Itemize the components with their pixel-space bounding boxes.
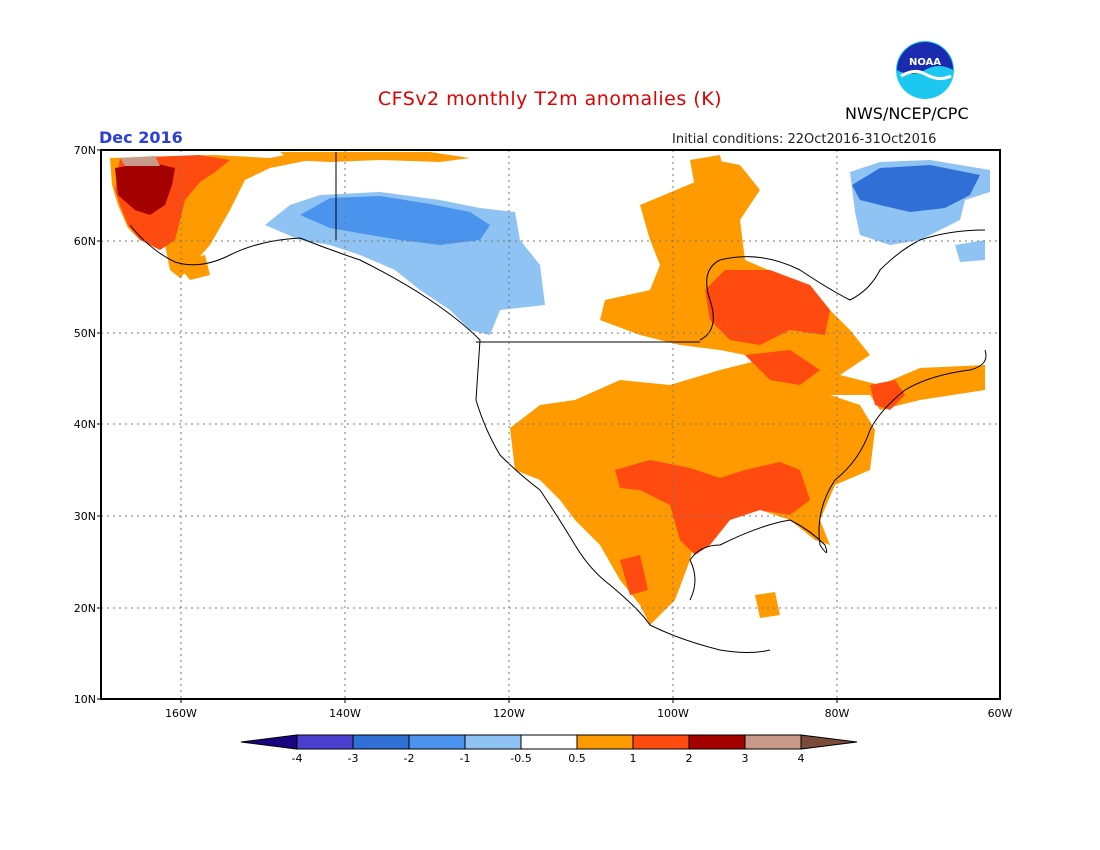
lon-label: 100W [657,707,689,720]
noaa-logo-icon: NOAA [896,41,954,99]
colorbar-swatch [632,734,690,750]
colorbar-label: -0.5 [510,752,531,765]
colorbar-swatch [688,734,746,750]
colorbar-label: -4 [292,752,303,765]
colorbar-label: 1 [630,752,637,765]
colorbar-labels: -4 -3 -2 -1 -0.5 0.5 1 2 3 4 [292,752,805,765]
colorbar-swatch [408,734,466,750]
colorbar-label: -1 [460,752,471,765]
yucatan-warm [755,592,780,618]
hudson-bay-north-warm [690,155,730,240]
lon-label: 120W [493,707,525,720]
lon-ticks [180,699,838,703]
alaska-extreme-warm [120,156,160,166]
baffin-core-cold [852,165,980,212]
lat-label: 30N [74,510,96,523]
anomaly-fields [110,152,990,625]
agency-label: NWS/NCEP/CPC [845,104,969,123]
colorbar [240,734,858,750]
yukon-core-cold [300,196,490,245]
colorbar-arrow-high [800,734,858,750]
lat-label: 50N [74,327,96,340]
colorbar-label: -2 [404,752,415,765]
colorbar-swatch [520,734,578,750]
colorbar-label: 4 [798,752,805,765]
colorbar-label: 0.5 [568,752,586,765]
colorbar-swatch [464,734,522,750]
lat-label: 70N [74,144,96,157]
logo-text: NOAA [909,57,941,68]
colorbar-swatch [296,734,354,750]
lat-label: 10N [74,693,96,706]
lat-label: 60N [74,235,96,248]
colorbar-label: 2 [686,752,693,765]
hudson-warm-core [705,270,830,345]
great-lakes-warm [745,350,820,385]
colorbar-arrow-low [240,734,298,750]
southern-plains-warm [615,460,810,555]
map-title: CFSv2 monthly T2m anomalies (K) [377,88,723,110]
lon-label: 140W [329,707,361,720]
alaska-very-warm [115,162,175,215]
lat-ticks [97,149,101,700]
greenland-coast-cold [955,240,985,262]
lat-axis: 70N 60N 50N 40N 30N 20N 10N [74,144,96,706]
initial-conditions: Initial conditions: 22Oct2016-31Oct2016 [672,132,937,147]
lon-axis: 160W 140W 120W 100W 80W 60W [165,707,1012,720]
lat-lon-grid [101,150,1000,699]
colorbar-swatch [352,734,410,750]
coastlines [129,152,987,653]
forecast-period: Dec 2016 [99,128,183,147]
arctic-coast-warm [280,152,470,162]
colorbar-label: 3 [742,752,749,765]
mexico-warm-spot [620,555,648,595]
alaska-southwest-warm [175,255,210,280]
lat-label: 40N [74,418,96,431]
colorbar-swatch [744,734,802,750]
lat-label: 20N [74,602,96,615]
lon-label: 160W [165,707,197,720]
lon-label: 60W [988,707,1013,720]
lon-label: 80W [825,707,850,720]
colorbar-label: -3 [348,752,359,765]
northeast-warm [870,380,905,410]
colorbar-swatch [576,734,634,750]
